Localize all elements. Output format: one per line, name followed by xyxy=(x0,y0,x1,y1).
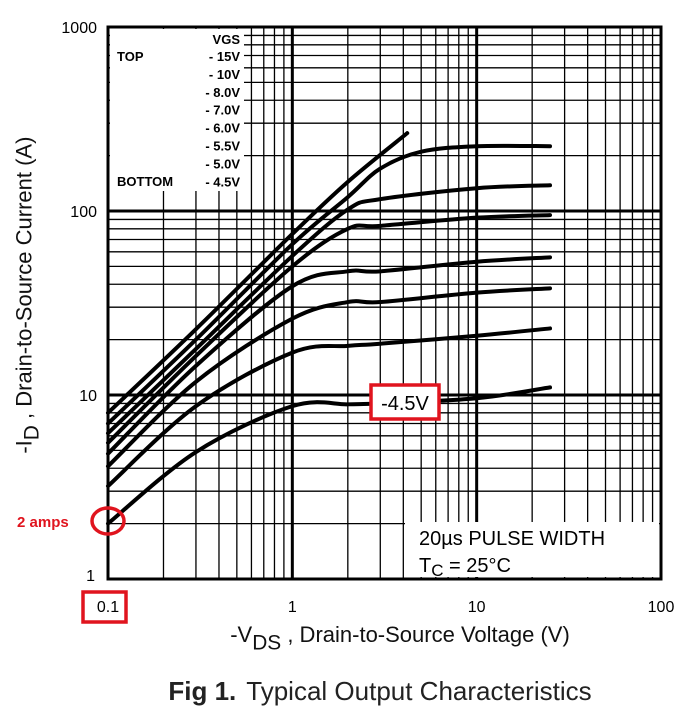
legend-entry: - 15V xyxy=(209,49,240,64)
y-tick-label: 10 xyxy=(79,388,97,405)
x-tick-label: 1 xyxy=(288,599,297,616)
y-tick-label: 1000 xyxy=(61,20,97,37)
legend-entry: - 8.0V xyxy=(205,85,240,100)
curve-vgs-5-5 xyxy=(106,286,553,469)
legend-entry: - 5.0V xyxy=(205,156,240,171)
curve-label-4-5v: -4.5V xyxy=(381,393,429,415)
annotations: -4.5V 2 amps xyxy=(17,383,441,624)
legend-entry: - 5.5V xyxy=(205,139,240,154)
x-axis-label: -VDS , Drain-to-Source Voltage (V) xyxy=(230,622,570,655)
y-tick-label: 100 xyxy=(70,204,97,221)
legend-background xyxy=(110,29,244,191)
y-axis-label: -ID , Drain-to-Source Current (A) xyxy=(11,136,44,454)
pulse-width-text: 20µs PULSE WIDTH xyxy=(419,528,605,550)
temperature-text: TC = 25°C xyxy=(419,555,511,580)
highlighted-tick-box xyxy=(81,590,128,624)
legend-entry: - 10V xyxy=(209,67,240,82)
curves xyxy=(106,131,553,526)
conditions-box: 20µs PULSE WIDTH TC = 25°C xyxy=(405,522,659,580)
curve-vgs-10 xyxy=(106,143,553,426)
conditions-background xyxy=(405,522,659,577)
curve-vgs-8-0 xyxy=(106,183,553,436)
x-tick-label: 10 xyxy=(468,599,486,616)
curve-vgs-4-5 xyxy=(106,385,553,526)
curve-vgs-5-0 xyxy=(106,326,553,489)
y-tick-label: 1 xyxy=(86,568,95,585)
x-tick-label: 100 xyxy=(648,599,675,616)
curve-label-box xyxy=(369,383,441,421)
x-tick-label: 0.1 xyxy=(97,599,119,616)
curve-vgs-7-0 xyxy=(106,213,553,445)
legend-top-label: TOP xyxy=(117,49,144,64)
legend-entry: - 7.0V xyxy=(205,103,240,118)
curve-vgs-15 xyxy=(106,131,410,415)
plot-frame xyxy=(106,25,663,581)
figure-caption: Fig 1. Typical Output Characteristics xyxy=(168,676,592,706)
legend-bottom-label: BOTTOM xyxy=(117,174,173,189)
start-point-circle xyxy=(90,506,126,536)
legend: VGS TOP BOTTOM - 15V - 10V - 8.0V - 7.0V - 6… xyxy=(110,29,244,191)
curve-vgs-6-0 xyxy=(106,255,553,456)
grid xyxy=(106,27,661,581)
legend-header: VGS xyxy=(213,32,241,47)
legend-entry: - 6.0V xyxy=(205,121,240,136)
start-point-label: 2 amps xyxy=(17,514,69,531)
legend-entry: - 4.5V xyxy=(205,174,240,189)
